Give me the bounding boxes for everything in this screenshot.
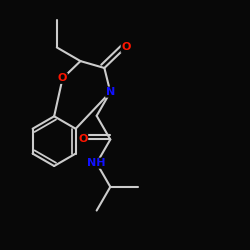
Text: O: O — [58, 73, 67, 83]
Text: NH: NH — [88, 158, 106, 168]
Text: N: N — [106, 87, 115, 97]
Text: O: O — [78, 134, 88, 144]
Text: O: O — [121, 42, 130, 52]
